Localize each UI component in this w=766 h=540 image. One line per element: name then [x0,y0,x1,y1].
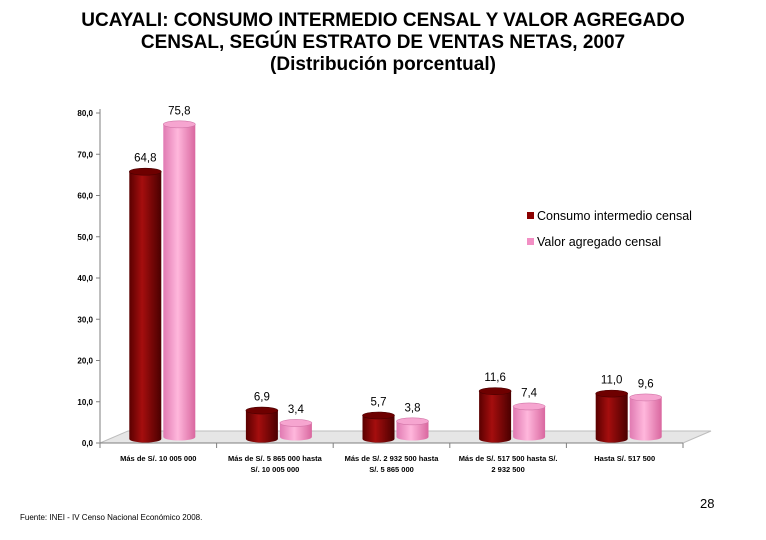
y-tick-label: 80,0 [77,109,93,118]
title-line-1: UCAYALI: CONSUMO INTERMEDIO CENSAL Y VAL… [81,10,685,31]
legend-swatch-1 [527,238,534,245]
bar-valor-3 [512,402,546,441]
x-category-label: Más de S/. 10 005 000 [120,454,196,463]
page-number: 28 [700,496,715,511]
bar-value-label: 3,8 [405,402,421,414]
x-category-label: Más de S/. 5 865 000 hasta [228,454,323,463]
bar-consumo-2 [362,411,395,443]
bar-value-label: 3,4 [288,404,305,416]
y-tick-label: 10,0 [77,398,93,407]
bar-consumo-4 [595,389,629,443]
bar-value-label: 75,8 [168,105,190,117]
y-tick-label: 40,0 [77,274,93,283]
bar-valor-0 [163,120,196,441]
x-category-label: Hasta S/. 517 500 [594,454,655,463]
x-category-label: S/. 5 865 000 [369,465,414,474]
bar-consumo-0 [129,167,162,443]
legend-label-0: Consumo intermedio censal [537,209,692,223]
y-tick-label: 70,0 [77,150,93,159]
bar-valor-1 [279,419,313,441]
y-tick-label: 0,0 [82,439,94,448]
bar-value-label: 7,4 [521,387,538,399]
bar-value-label: 11,6 [484,372,506,384]
bar-consumo-3 [478,387,512,443]
x-category-label: 2 932 500 [491,465,524,474]
bar-consumo-1 [245,406,279,443]
y-tick-label: 60,0 [77,192,93,201]
chart-title: UCAYALI: CONSUMO INTERMEDIO CENSAL Y VAL… [0,10,766,76]
title-line-3: (Distribución porcentual) [270,54,496,75]
bar-value-label: 5,7 [371,396,387,408]
bar-valor-2 [396,417,429,441]
bar-value-label: 64,8 [134,153,156,165]
x-category-label: S/. 10 005 000 [251,465,300,474]
source-note: Fuente: INEI - IV Censo Nacional Económi… [20,513,203,522]
bar-valor-4 [629,393,663,441]
bar-value-label: 9,6 [638,378,654,390]
bar-value-label: 6,9 [254,392,270,404]
y-tick-label: 20,0 [77,357,93,366]
x-category-label: Más de S/. 2 932 500 hasta [345,454,440,463]
legend-swatch-0 [527,212,534,219]
title-line-2: CENSAL, SEGÚN ESTRATO DE VENTAS NETAS, 2… [140,32,626,53]
y-tick-label: 50,0 [77,233,93,242]
x-category-label: Más de S/. 517 500 hasta S/. [459,454,558,463]
legend-label-1: Valor agregado censal [537,235,661,249]
bar-value-label: 11,0 [601,375,623,387]
y-tick-label: 30,0 [77,315,93,324]
